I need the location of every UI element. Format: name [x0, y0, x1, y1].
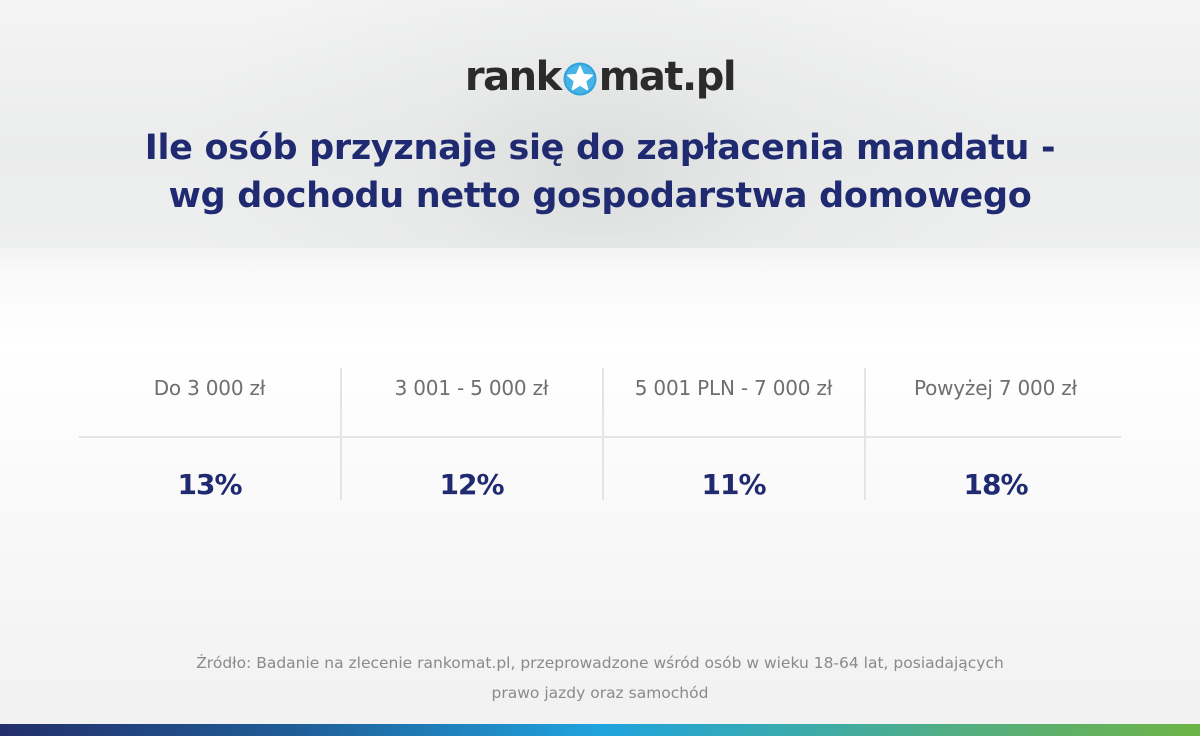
- percentage-value: 12%: [439, 468, 504, 501]
- vertical-divider: [602, 368, 604, 500]
- income-bracket-label: Powyżej 7 000 zł: [913, 376, 1078, 400]
- percentage-value: 18%: [963, 468, 1028, 501]
- vertical-divider: [340, 368, 342, 500]
- income-column-2: 3 001 - 5 000 zł 12%: [341, 368, 602, 501]
- rankomat-logo: rank mat.pl: [0, 52, 1200, 102]
- brand-gradient-bar: [0, 724, 1200, 736]
- title-line-1: Ile osób przyznaje się do zapłacenia man…: [144, 128, 1056, 168]
- horizontal-divider: [79, 436, 1121, 438]
- logo-text-left: rank: [464, 54, 562, 100]
- income-bracket-label: 3 001 - 5 000 zł: [394, 376, 549, 400]
- source-line-2: prawo jazdy oraz samochód: [491, 684, 709, 702]
- income-column-1: Do 3 000 zł 13%: [79, 368, 340, 501]
- income-stats-table: Do 3 000 zł 13% 3 001 - 5 000 zł 12% 5 0…: [79, 368, 1121, 501]
- header-panel: [0, 0, 1200, 268]
- source-note: Źródło: Badanie na zlecenie rankomat.pl,…: [0, 648, 1200, 708]
- title-line-2: wg dochodu netto gospodarstwa domowego: [168, 176, 1032, 216]
- source-line-1: Źródło: Badanie na zlecenie rankomat.pl,…: [196, 654, 1004, 672]
- vertical-divider: [864, 368, 866, 500]
- percentage-value: 11%: [701, 468, 766, 501]
- star-circle-icon: [563, 62, 597, 96]
- income-bracket-label: Do 3 000 zł: [153, 376, 266, 400]
- income-bracket-label: 5 001 PLN - 7 000 zł: [634, 376, 833, 400]
- percentage-value: 13%: [177, 468, 242, 501]
- page-title: Ile osób przyznaje się do zapłacenia man…: [0, 124, 1200, 220]
- income-column-3: 5 001 PLN - 7 000 zł 11%: [603, 368, 864, 501]
- logo-text-right: mat.pl: [598, 54, 737, 100]
- income-column-4: Powyżej 7 000 zł 18%: [865, 368, 1126, 501]
